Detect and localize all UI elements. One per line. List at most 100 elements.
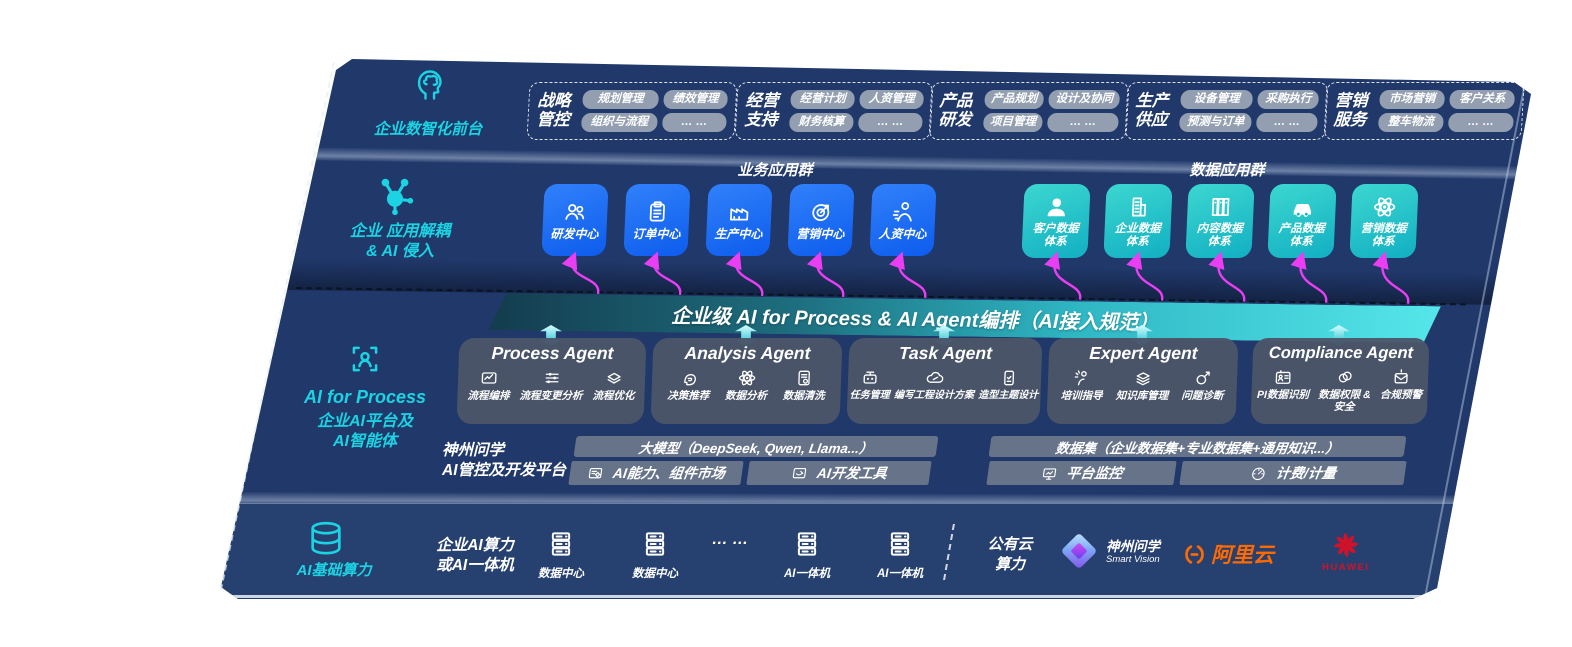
infra-label: AI基础算力 (296, 562, 372, 579)
dataset-bar: 数据集（企业数据集+专业数据集+通用知识...） (988, 436, 1407, 457)
agent-layer-label: AI for Process 企业AI平台及 AI智能体 (303, 387, 427, 450)
node-ai-appliance-2: AI一体机 (860, 528, 940, 581)
books-icon (1207, 194, 1234, 220)
server-icon (792, 528, 822, 560)
chip: 经营计划 (790, 90, 856, 109)
building-icon (1125, 194, 1152, 220)
chip: … … (1256, 113, 1318, 132)
sliders-icon (541, 368, 562, 388)
clipboard-icon (644, 199, 671, 225)
group-product-rd: 产品研发 产品规划 设计及协同 项目管理 … … (928, 82, 1130, 140)
cell-ai-market: AI能力、组件市场 (568, 461, 744, 485)
ellipsis-nodes: … … (711, 531, 749, 548)
enterprise-compute-label: 企业AI算力 或AI一体机 (436, 537, 514, 575)
cell-platform-monitor: 平台监控 (986, 461, 1177, 485)
brain-head-icon (412, 64, 448, 106)
chip: … … (1447, 113, 1514, 132)
group-marketing-service: 营销服务 市场营销 客户关系 整车物流 … … (1323, 82, 1525, 140)
front-layer-label: 企业数智化前台 (373, 121, 483, 138)
link-rings-icon (1335, 367, 1356, 387)
alicloud-bracket-icon (1182, 542, 1207, 567)
robot-icon (860, 368, 881, 388)
business-box-marketing-center: 营销中心 (787, 184, 855, 256)
platform-label: 神州问学 AI管控及开发平台 (442, 442, 567, 480)
chip: … … (1047, 113, 1119, 132)
group-operations: 经营支持 经营计划 人资管理 财务核算 … … (734, 82, 934, 140)
cell-dev-tools: AI开发工具 (746, 461, 932, 485)
data-box-product: 产品数据体系 (1267, 184, 1337, 258)
agent-box-compliance: Compliance Agent PI数据识别 数据权限 & 安全 合规预警 (1250, 338, 1430, 424)
doc-gear-icon (794, 368, 815, 388)
agent-box-task: Task Agent 任务管理 编写工程设计方案 造型主题设计 (846, 338, 1043, 424)
huawei-flower-icon (1328, 528, 1364, 562)
business-group-title: 业务应用群 (737, 162, 813, 179)
dev-tool-icon (790, 465, 809, 482)
factory-icon (726, 199, 753, 225)
chip: 客户关系 (1449, 90, 1516, 109)
agent-box-process: Process Agent 流程编排 流程变更分析 流程优化 (456, 338, 647, 424)
magenta-connector-arrows (561, 251, 1410, 304)
data-box-customer: 客户数据体系 (1021, 184, 1091, 258)
server-icon (885, 528, 915, 560)
model-bar: 大模型（DeepSeek, Qwen, Llama...） (573, 436, 939, 457)
chip: 人资管理 (859, 90, 925, 109)
chip: 设备管理 (1180, 90, 1254, 109)
smartvision-name: 神州问学 Smart Vision (1106, 539, 1160, 566)
car-icon (1289, 194, 1316, 220)
chip: 组织与流程 (580, 113, 658, 132)
group-title: 生产供应 (1134, 92, 1169, 129)
flow-stack-icon (604, 368, 625, 388)
group-production-supply: 生产供应 设备管理 采购执行 预测与订单 … … (1124, 82, 1329, 140)
smartvision-diamond-icon (1060, 532, 1098, 570)
group-title: 经营支持 (744, 92, 779, 129)
chip: … … (857, 113, 923, 132)
business-box-hr-center: 人资中心 (869, 184, 937, 256)
data-group-title: 数据应用群 (1189, 162, 1265, 179)
data-box-content: 内容数据体系 (1185, 184, 1255, 258)
chip: 规划管理 (582, 90, 659, 109)
public-cloud-label: 公有云 算力 (987, 536, 1033, 573)
chip: 产品规划 (984, 90, 1045, 109)
group-title: 战略管控 (536, 92, 571, 129)
node-datacenter-2: 数据中心 (615, 528, 695, 581)
chip: … … (661, 113, 727, 132)
cell-billing: 计费/计量 (1179, 461, 1407, 485)
data-box-marketing: 营销数据体系 (1349, 184, 1419, 258)
id-card-icon (1273, 367, 1294, 387)
group-title: 产品研发 (938, 92, 973, 129)
chip: 整车物流 (1377, 113, 1444, 132)
gear-screen-icon (586, 465, 605, 482)
server-icon (546, 528, 576, 560)
monitor-icon (1039, 465, 1058, 482)
infra-layer-bg (221, 503, 1531, 597)
agent-box-analysis: Analysis Agent 决策推荐 数据分析 数据清洗 (650, 338, 843, 424)
atom-icon (1371, 194, 1398, 220)
server-icon (640, 528, 670, 560)
people-motion-icon (890, 199, 917, 225)
gauge-icon (1249, 465, 1268, 482)
business-box-order-center: 订单中心 (623, 184, 691, 256)
chip: 绩效管理 (662, 90, 729, 109)
team-icon (562, 199, 589, 225)
head-chat-icon (679, 368, 700, 388)
chip: 项目管理 (982, 113, 1044, 132)
huawei-logo: HUAWEI (1322, 528, 1370, 573)
chip: 财务核算 (788, 113, 854, 132)
app-layer-label: 企业 应用解耦 & AI 侵入 (349, 223, 451, 260)
chip: 采购执行 (1257, 90, 1320, 109)
wrench-icon (1193, 368, 1214, 388)
user-icon (1043, 194, 1070, 220)
chip: 预测与订单 (1178, 113, 1253, 132)
agent-box-expert: Expert Agent 培训指导 知识库管理 问题诊断 (1046, 338, 1239, 424)
layer-step-1 (294, 147, 1531, 180)
molecule-icon (372, 172, 418, 218)
mail-alert-icon (1391, 367, 1412, 387)
smartvision-logo (1060, 532, 1098, 570)
board-bottom-edge (221, 595, 1531, 598)
chip: 设计及协同 (1048, 90, 1121, 109)
data-box-enterprise: 企业数据体系 (1103, 184, 1173, 258)
flow-panel-icon (479, 368, 500, 388)
group-strategy: 战略管控 规划管理 绩效管理 组织与流程 … … (526, 82, 738, 140)
